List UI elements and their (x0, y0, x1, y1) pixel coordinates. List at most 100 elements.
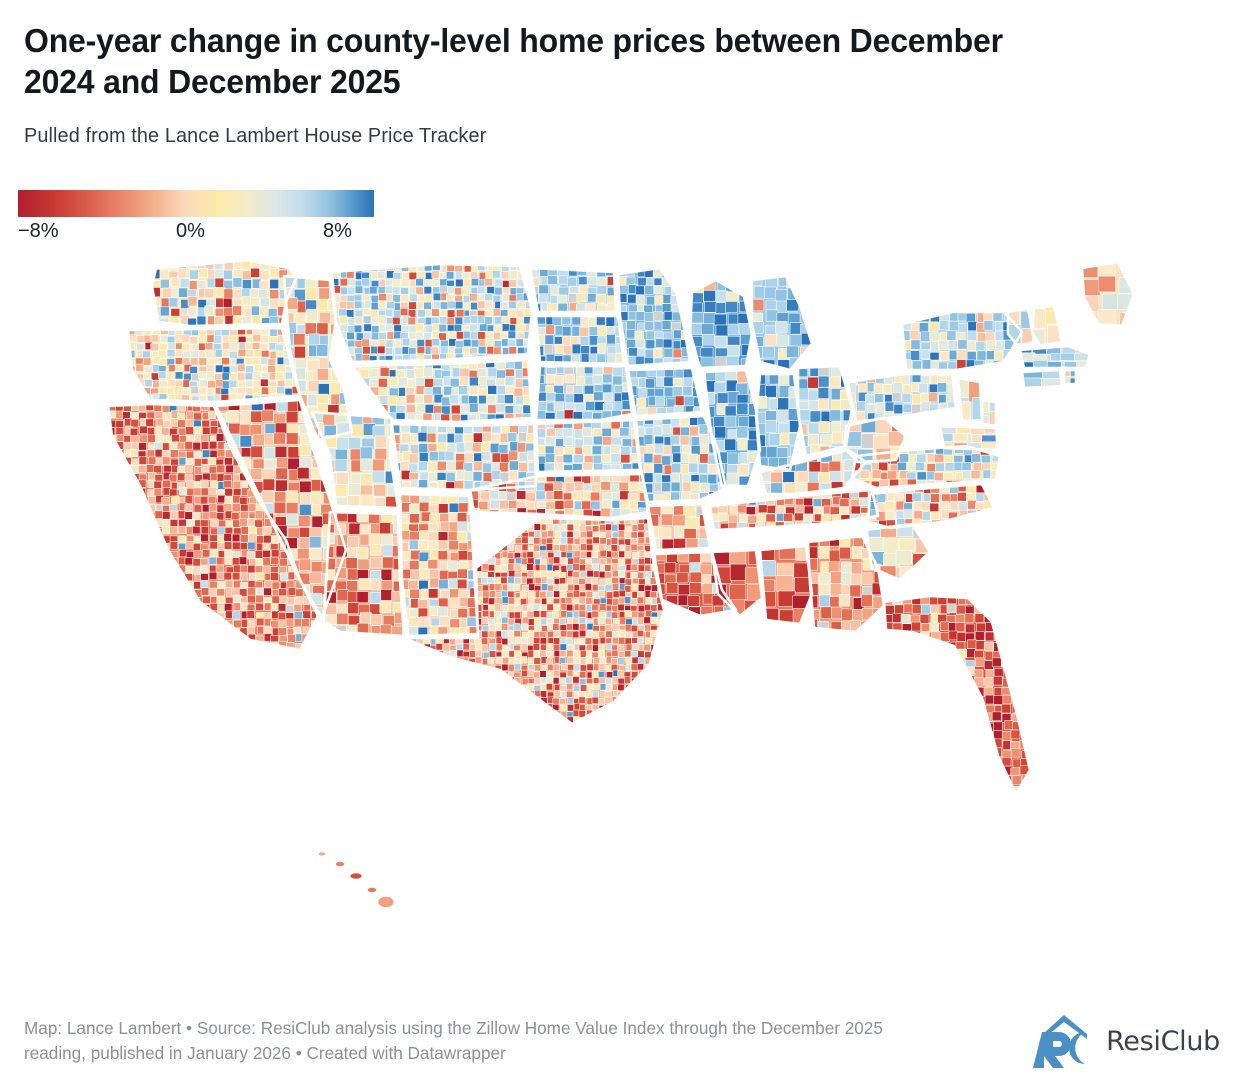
county-cell[interactable] (930, 604, 940, 614)
county-cell[interactable] (193, 581, 202, 590)
county-cell[interactable] (975, 341, 986, 352)
county-cell[interactable] (560, 629, 568, 638)
county-cell[interactable] (534, 664, 542, 672)
county-cell[interactable] (546, 643, 554, 651)
county-cell[interactable] (962, 470, 973, 480)
county-cell[interactable] (713, 313, 727, 326)
county-cell[interactable] (246, 551, 256, 560)
county-cell[interactable] (798, 388, 810, 401)
county-cell[interactable] (1003, 720, 1014, 730)
county-cell[interactable] (249, 288, 260, 299)
county-cell[interactable] (544, 462, 555, 472)
county-cell[interactable] (495, 643, 503, 651)
county-cell[interactable] (494, 278, 503, 287)
county-cell[interactable] (672, 348, 683, 359)
county-cell[interactable] (928, 321, 939, 332)
county-cell[interactable] (484, 316, 493, 325)
county-cell[interactable] (368, 533, 381, 546)
county-cell[interactable] (919, 614, 930, 624)
county-cell[interactable] (270, 572, 279, 581)
county-cell[interactable] (251, 305, 261, 316)
county-cell[interactable] (370, 302, 380, 311)
county-cell[interactable] (502, 293, 511, 302)
county-cell[interactable] (268, 385, 277, 394)
county-cell[interactable] (876, 493, 887, 503)
county-cell[interactable] (521, 623, 529, 631)
county-cell[interactable] (198, 371, 207, 380)
county-cell[interactable] (586, 275, 597, 286)
county-cell[interactable] (336, 472, 350, 485)
county-cell[interactable] (553, 643, 561, 652)
county-cell[interactable] (553, 630, 561, 638)
county-cell[interactable] (606, 591, 614, 599)
county-cell[interactable] (926, 463, 937, 473)
county-cell[interactable] (544, 445, 555, 455)
county-cell[interactable] (940, 632, 950, 642)
county-cell[interactable] (1098, 275, 1116, 293)
county-cell[interactable] (913, 510, 924, 520)
county-cell[interactable] (552, 316, 562, 326)
county-cell[interactable] (184, 464, 193, 473)
county-cell[interactable] (146, 449, 155, 458)
county-cell[interactable] (521, 669, 529, 677)
county-cell[interactable] (239, 411, 253, 424)
county-cell[interactable] (603, 392, 614, 402)
county-cell[interactable] (206, 371, 215, 380)
county-cell[interactable] (591, 670, 599, 679)
county-cell[interactable] (527, 618, 535, 626)
county-cell[interactable] (916, 471, 927, 481)
county-cell[interactable] (574, 403, 585, 413)
county-cell[interactable] (698, 473, 709, 484)
county-cell[interactable] (604, 531, 612, 539)
county-cell[interactable] (518, 462, 528, 473)
county-cell[interactable] (298, 444, 311, 457)
county-cell[interactable] (437, 442, 447, 453)
county-cell[interactable] (487, 385, 497, 395)
county-cell[interactable] (347, 536, 359, 549)
county-cell[interactable] (699, 453, 709, 464)
county-cell[interactable] (653, 311, 663, 321)
county-cell[interactable] (378, 387, 388, 397)
county-cell[interactable] (189, 366, 198, 374)
county-cell[interactable] (680, 452, 690, 463)
county-cell[interactable] (216, 464, 225, 473)
county-cell[interactable] (224, 457, 233, 466)
county-cell[interactable] (248, 526, 257, 535)
county-cell[interactable] (578, 696, 586, 704)
county-cell[interactable] (578, 578, 586, 586)
county-cell[interactable] (602, 373, 613, 384)
county-cell[interactable] (599, 683, 607, 691)
county-cell[interactable] (974, 613, 985, 623)
county-cell[interactable] (446, 460, 457, 471)
county-cell[interactable] (775, 321, 788, 334)
county-cell[interactable] (192, 566, 201, 575)
county-cell[interactable] (216, 504, 225, 513)
county-cell[interactable] (308, 333, 321, 346)
county-cell[interactable] (417, 607, 429, 618)
county-cell[interactable] (707, 463, 718, 474)
county-cell[interactable] (534, 624, 541, 632)
county-cell[interactable] (429, 513, 440, 524)
county-cell[interactable] (371, 470, 385, 484)
county-cell[interactable] (573, 385, 584, 395)
county-cell[interactable] (591, 445, 602, 455)
county-cell[interactable] (565, 596, 573, 605)
county-cell[interactable] (240, 572, 249, 581)
county-cell[interactable] (560, 557, 568, 565)
county-cell[interactable] (409, 539, 420, 550)
county-cell[interactable] (672, 386, 683, 397)
county-cell[interactable] (561, 315, 572, 325)
county-cell[interactable] (384, 308, 394, 317)
county-cell[interactable] (644, 564, 652, 572)
county-cell[interactable] (238, 588, 248, 597)
county-cell[interactable] (533, 570, 541, 578)
county-cell[interactable] (1082, 279, 1101, 296)
county-cell[interactable] (232, 480, 242, 489)
county-cell[interactable] (456, 331, 465, 340)
county-cell[interactable] (592, 657, 600, 665)
county-cell[interactable] (585, 597, 593, 605)
county-cell[interactable] (209, 548, 218, 557)
county-cell[interactable] (507, 543, 515, 551)
county-cell[interactable] (698, 463, 708, 474)
county-cell[interactable] (474, 656, 482, 664)
